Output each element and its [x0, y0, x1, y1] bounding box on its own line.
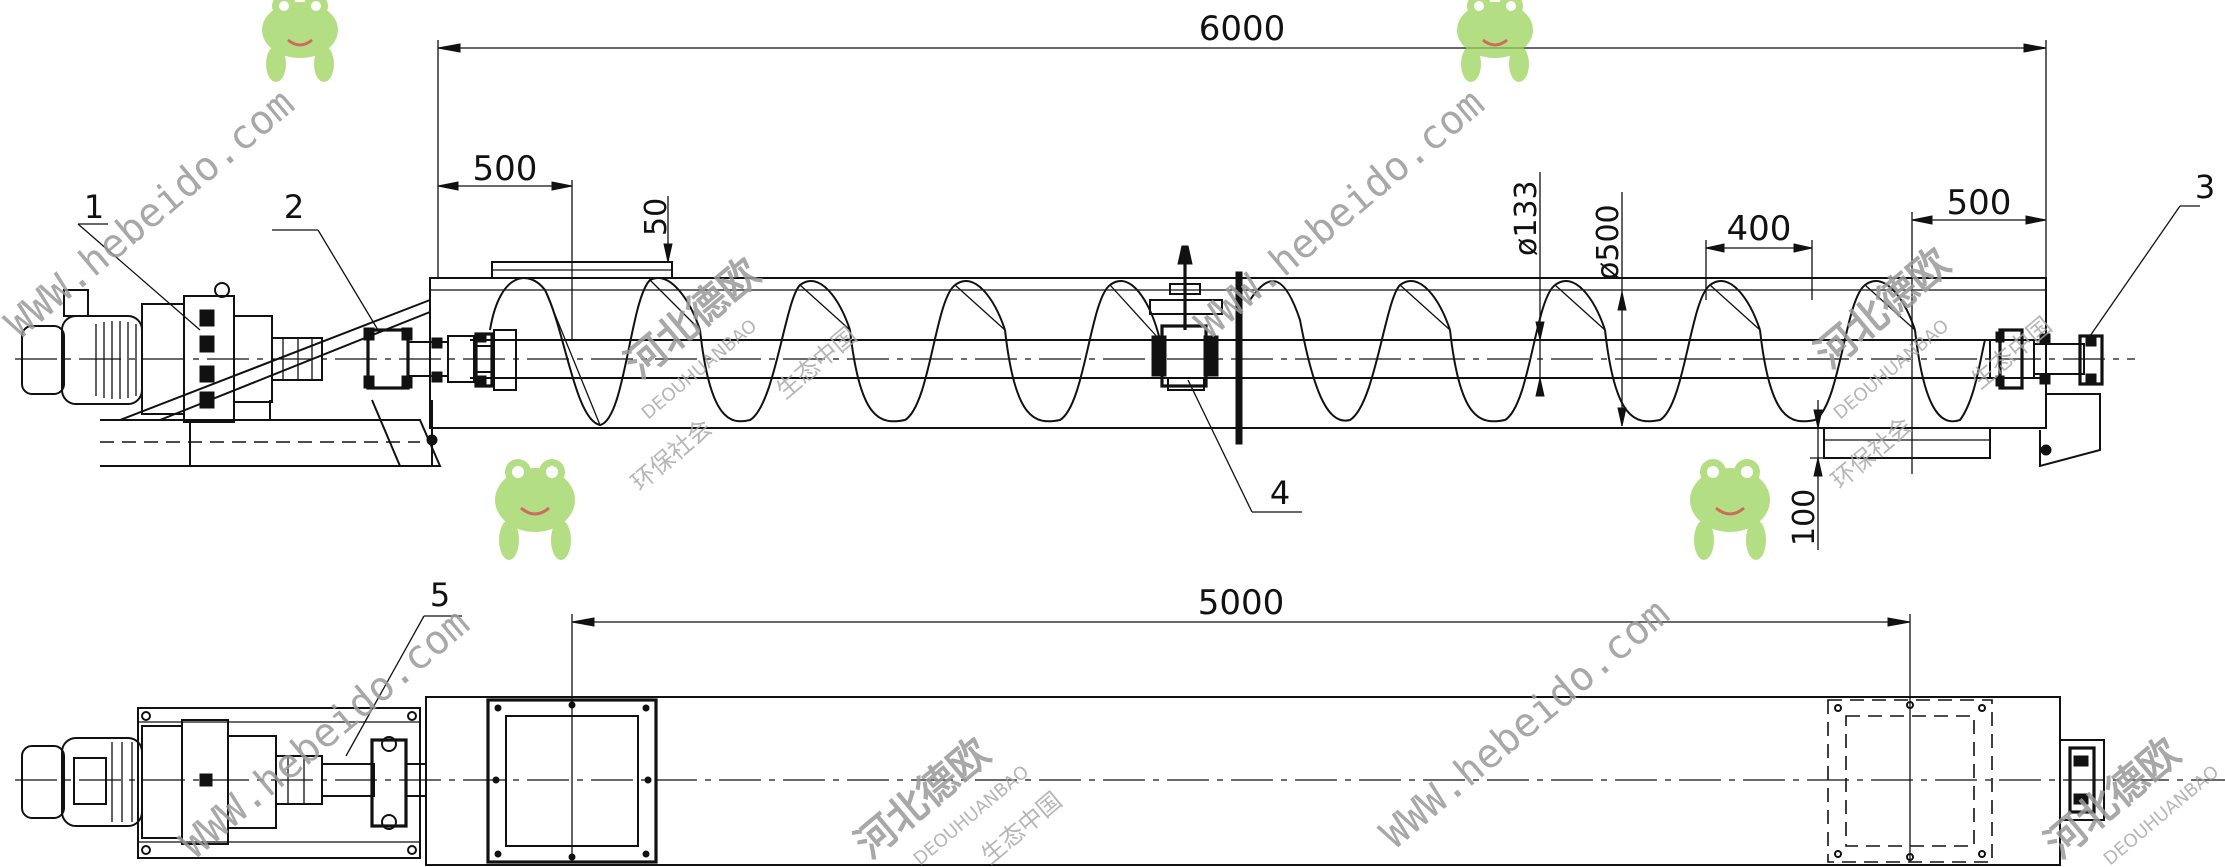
callout-1 [77, 223, 201, 331]
dim-inlet-offset-label: 500 [473, 149, 538, 189]
dim-screw-diameter-label: ø500 [1591, 204, 1626, 280]
frog-mascot-icon [1457, 0, 1533, 82]
plan-bearing-seat-5 [321, 736, 427, 830]
callout-2 [272, 229, 379, 331]
callout-4 [1187, 379, 1302, 513]
dim-inlet-height [663, 196, 673, 263]
trough-body [429, 261, 2101, 468]
elevation-view: 6000 500 50 ø133 ø500 [15, 9, 2215, 550]
frog-mascot-icon [1690, 459, 1770, 560]
dim-shaft-diameter-label: ø133 [1509, 180, 1544, 256]
dim-shaft-diameter [1535, 172, 1545, 397]
dim-spacing-label: 5000 [1198, 583, 1285, 623]
watermark-brand-2: 河北德欧 [1807, 240, 1959, 378]
dim-overall-length: 6000 [1199, 9, 1286, 49]
plan-motor [21, 707, 421, 859]
dim-pitch-label: 400 [1727, 209, 1792, 249]
callout-5 [345, 615, 462, 757]
plan-trough [425, 696, 2105, 866]
watermark-url-1: WWW.hebeido.com [0, 80, 303, 347]
callout-2-label: 2 [284, 188, 304, 226]
screw-flights [489, 277, 1986, 427]
frog-mascot-icon [262, 0, 338, 82]
watermark-slogan2-1: 生态中国 [771, 321, 863, 404]
dim-inlet-offset [437, 180, 573, 340]
hanger-bearing-4 [1149, 245, 1223, 391]
watermark-layer: WWW.hebeido.com WWW.hebeido.com WWW.hebe… [0, 80, 2223, 867]
dim-outlet-offset-label: 500 [1947, 183, 2012, 223]
callout-3-label: 3 [2195, 168, 2215, 206]
motor-1 [21, 282, 323, 423]
bearing-seat-2 [363, 327, 517, 467]
callout-3 [2089, 205, 2200, 337]
dim-overall [437, 40, 2047, 278]
tail-bearing-3 [1989, 328, 2104, 390]
dim-screw-diameter [1617, 192, 1627, 427]
dim-leg-height [1810, 400, 1830, 550]
dim-outlet-offset [1911, 212, 2047, 474]
watermark-url-4: WWW.hebeido.com [1372, 590, 1678, 857]
watermark-url-2: WWW.hebeido.com [1187, 80, 1493, 347]
dim-pitch [1705, 240, 1813, 300]
watermark-slogan-1: 环保社会 [626, 413, 718, 496]
callout-1-label: 1 [84, 188, 104, 226]
screw-shaft [470, 339, 2050, 379]
callout-5-label: 5 [430, 576, 450, 614]
dim-spacing [571, 614, 1911, 862]
frog-mascot-icon [495, 459, 575, 560]
plan-view: 5000 5 [15, 576, 2225, 866]
dim-inlet-height-label: 50 [639, 198, 674, 236]
callout-4-label: 4 [1270, 474, 1290, 512]
dim-leg-height-label: 100 [1787, 489, 1822, 546]
watermark-slogan-2: 环保社会 [1826, 411, 1918, 494]
watermark-url-3: WWW.hebeido.com [172, 600, 478, 867]
